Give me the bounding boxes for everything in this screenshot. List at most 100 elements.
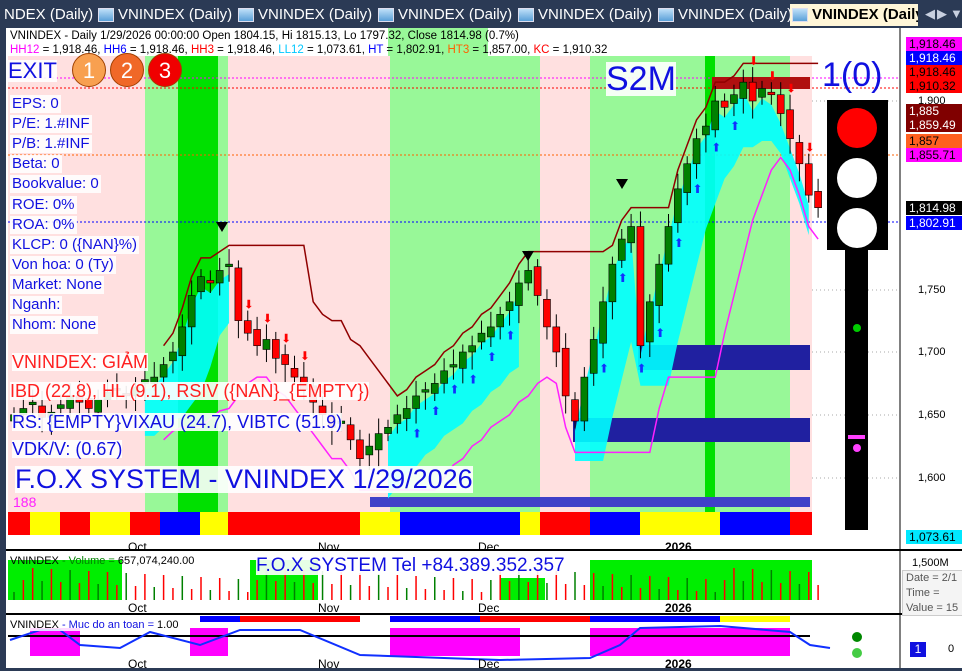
candle [206,280,215,284]
trend-status: VNINDEX: GIẢM [12,352,149,372]
candle [496,314,505,328]
candle [655,263,663,306]
candle [281,354,289,365]
indicator-name: HH3 [190,44,214,56]
signal-strip [540,512,590,535]
sell-arrow-icon: ⬇ [262,311,272,325]
tab-2[interactable]: VNINDEX (Daily) [236,4,372,26]
tab-label: NDEX (Daily) [4,6,94,23]
indicator-name: KC [533,44,550,56]
zone-box [370,497,810,507]
candle [580,376,589,422]
volume-value: 657,074,240.00 [117,555,195,567]
indicator-name: HH12 [10,44,40,56]
candle [56,404,65,409]
chart-icon [98,8,114,22]
safety-label: - Muc do an toan = [58,619,158,631]
candle [702,125,710,136]
zone-box [573,418,810,442]
candle [346,424,355,441]
price-level-label: 1,814.98 [906,201,962,215]
s2m-label: S2M [606,60,676,98]
safety-value: 1.00 [157,619,179,631]
price-level-label: 1,918.46 [906,51,962,65]
indicator-name: HT [368,44,384,56]
buy-arrow-icon: ⬆ [431,404,441,418]
candle [645,301,654,343]
candle [290,368,299,378]
signal-strip [360,512,400,535]
candle [234,267,243,321]
candle [393,414,402,424]
candle [692,138,701,165]
volume-symbol: VNINDEX [10,555,59,567]
candle [374,433,383,451]
indicator-dot [852,648,862,658]
rs-status: RS: {EMPTY}VIXAU (24.7), VIBTC (51.9) [12,412,343,432]
sell-arrow-icon: ⬇ [281,331,291,345]
candle [608,263,617,303]
signal-strip [90,512,130,535]
signal-strip [640,512,720,535]
price-level-label: 1,918.46 [906,37,962,51]
exit-level-1-button[interactable]: 1 [72,53,106,87]
tab-5[interactable]: VNINDEX (Daily) [656,4,792,26]
tab-4[interactable]: VNINDEX (Daily) [516,4,652,26]
fundamental-item: Market: None [10,275,105,294]
tab-bar: NDEX (Daily) VNINDEX (Daily) VNINDEX (Dail… [0,0,962,28]
tooltip: Date = 2/1 Time = Value = 15 [902,570,962,616]
indicator-dot [853,444,861,452]
vdk-status: VDK/V: (0.67) [12,439,123,459]
indicator-value: = 1,918.46, [39,44,104,56]
buy-arrow-icon: ⬆ [506,329,516,343]
signal-strip [790,512,812,535]
tab-scroll-right-icon[interactable]: ▶ [937,6,947,21]
tab-1[interactable]: VNINDEX (Daily) [96,4,232,26]
candle [421,389,430,393]
tab-6[interactable]: VNINDEX (Daily) [790,4,918,26]
sell-signal-icon [616,179,628,189]
sell-signal-icon [216,222,228,232]
indicator-value: = 1,910.32 [549,44,608,56]
candle [468,345,476,353]
month-label: Oct [128,657,147,671]
signal-strip [228,512,360,535]
tab-label: VNINDEX (Daily) [118,6,233,23]
tab-label: VNINDEX (Daily) [258,6,373,23]
candle [94,399,102,413]
tab-scroll-left-icon[interactable]: ◀ [925,6,935,21]
sell-arrow-icon: ⬇ [749,54,759,68]
volume-label: - Volume = [58,555,118,567]
candle [758,88,766,98]
fundamental-item: KLCP: 0 ({NAN}%) [10,235,140,254]
candle [356,439,364,459]
candle [430,383,439,394]
candle [571,399,579,422]
candle [599,301,607,344]
exit-level-3-button[interactable]: 3 [148,53,182,87]
safety-header: VNINDEX - Muc do an toan = 1.00 [10,619,179,631]
fundamental-item: P/B: 1.#INF [10,135,92,154]
sell-arrow-icon: ⬇ [805,141,815,155]
volume-band [78,560,122,600]
bar-count: 188 [13,494,37,510]
candle [262,339,271,350]
tab-3[interactable]: VNINDEX (Daily) [376,4,512,26]
candle [533,266,542,296]
candle [187,295,196,328]
background-band [705,56,715,512]
tab-label: VNINDEX (Daily) [678,6,793,23]
tab-0[interactable]: NDEX (Daily) [0,4,93,26]
exit-level-2-button[interactable]: 2 [110,53,144,87]
volume-band [45,560,70,600]
volume-axis-label: 1,500M [912,557,949,569]
buy-arrow-icon: ⬆ [412,427,422,441]
safety-axis-label: 0 [948,643,955,655]
candle [243,320,252,334]
buy-arrow-icon: ⬆ [468,373,478,387]
chart-icon [518,8,534,22]
tab-list-icon[interactable]: ▼ [950,6,962,21]
volume-band [500,578,545,600]
fundamental-item: ROA: 0% [10,215,77,234]
ohlc-header: VNINDEX - Daily 1/29/2026 00:00:00 Open … [10,30,519,42]
